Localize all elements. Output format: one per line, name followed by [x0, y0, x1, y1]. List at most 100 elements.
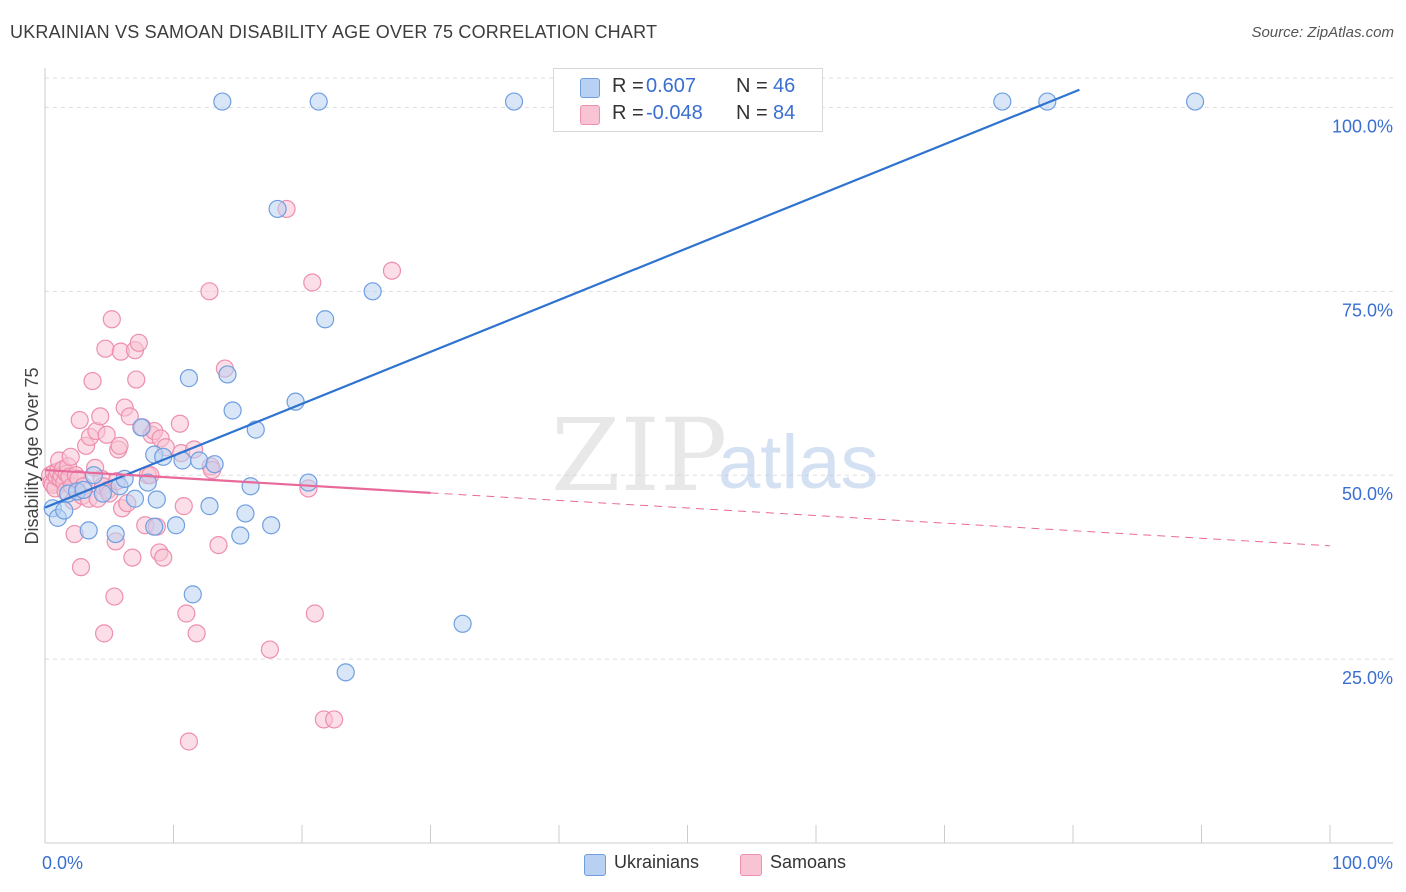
samoans-point [120, 407, 139, 426]
ukrainians-point [246, 420, 265, 439]
y-tick-label: 25.0% [1342, 668, 1393, 688]
legend-n-label: N = [736, 75, 768, 97]
ukrainians-point [993, 92, 1012, 111]
samoans-point [127, 370, 146, 389]
ukrainians-point [145, 517, 164, 536]
ukrainians-point [84, 466, 103, 485]
ukrainians-point [504, 92, 524, 111]
samoans-point [95, 624, 114, 643]
y-tick-label: 75.0% [1342, 300, 1393, 320]
ukrainians-point [316, 310, 335, 329]
ukrainians-point [125, 489, 145, 508]
ukrainians-point [241, 477, 260, 496]
legend-row-ukrainians: R = 0.607 N = 46 [554, 73, 822, 101]
samoans-point [303, 273, 322, 292]
samoans-swatch [740, 854, 762, 876]
trend-lines [44, 88, 1331, 547]
ukrainians-point [299, 473, 318, 492]
ukrainians-swatch [580, 78, 600, 98]
x-tick-label: 0.0% [42, 853, 83, 873]
ukrainians-point [223, 401, 242, 420]
ukrainians-point [1038, 92, 1057, 111]
samoans-point [91, 407, 110, 426]
watermark-zip: ZIP [551, 397, 727, 514]
series-name: Samoans [770, 852, 847, 872]
y-tick-label: 100.0% [1332, 116, 1393, 136]
samoans-point [260, 640, 279, 659]
ukrainians-point [147, 490, 166, 509]
ukrainians-point [309, 92, 328, 111]
samoans-point [179, 732, 199, 751]
ukrainians-swatch [584, 854, 606, 876]
ukrainians-point [166, 516, 186, 535]
samoans-point [305, 604, 324, 623]
samoans-point [123, 548, 142, 567]
legend-n-label: N = [736, 102, 768, 124]
ukrainians-point [106, 524, 125, 544]
ukrainians-point [262, 516, 281, 535]
ukrainians-trend-line [44, 88, 1080, 509]
samoans-point [110, 436, 129, 455]
samoans-swatch [580, 105, 600, 125]
samoans-point [61, 447, 80, 466]
samoans-point [83, 371, 102, 391]
ukrainians-point [363, 282, 382, 301]
y-tick-label: 50.0% [1342, 484, 1393, 504]
watermark: ZIP atlas [551, 397, 879, 514]
ukrainians-point [336, 663, 355, 682]
legend-n-value: 46 [773, 75, 796, 97]
series-name: Ukrainians [614, 852, 700, 872]
samoans-point [96, 339, 115, 358]
watermark-atlas: atlas [718, 420, 879, 505]
ukrainians-point [453, 614, 472, 633]
samoans-point [177, 604, 196, 623]
samoans-point [325, 710, 344, 729]
samoans-point [71, 558, 91, 577]
samoans-point [102, 310, 121, 329]
samoans-point [97, 425, 116, 444]
x-tick-label: 100.0% [1332, 853, 1393, 873]
grid [45, 77, 1393, 660]
samoans-point [174, 497, 193, 516]
correlation-legend: R = 0.607 N = 46 R = -0.048 N = 84 [553, 68, 823, 132]
ukrainians-point [213, 92, 232, 111]
samoans-point [154, 548, 173, 567]
legend-n-value: 84 [773, 102, 796, 124]
samoans-point [105, 587, 124, 606]
samoans-point [187, 624, 206, 643]
samoans-point [382, 261, 402, 280]
samoans-point [70, 410, 89, 430]
samoans-point [209, 535, 228, 555]
samoans-point [129, 333, 148, 352]
y-axis-label: Disability Age Over 75 [22, 367, 42, 544]
ukrainians-point [55, 501, 74, 520]
legend-r-label: R = [612, 75, 644, 97]
samoans-trend-line [44, 468, 431, 494]
legend-r-value: -0.048 [646, 102, 703, 124]
ukrainians-point [218, 365, 237, 384]
legend-r-label: R = [612, 102, 644, 124]
ukrainians-point [286, 392, 305, 411]
chart-title: UKRAINIAN VS SAMOAN DISABILITY AGE OVER … [10, 22, 658, 42]
ukrainians-point [183, 585, 202, 604]
ukrainians-point [268, 199, 287, 219]
samoans-point [200, 282, 219, 301]
source-credit: Source: ZipAtlas.com [1251, 24, 1394, 41]
legend-row-samoans: R = -0.048 N = 84 [554, 100, 822, 128]
samoans-point [170, 414, 190, 433]
ukrainians-point [205, 455, 224, 474]
legend-r-value: 0.607 [646, 75, 697, 97]
samoans-trend-extension [430, 492, 1331, 547]
ukrainians-point [1185, 92, 1205, 111]
ukrainians-point [138, 473, 157, 492]
ukrainians-point [132, 418, 151, 437]
ukrainians-point [179, 369, 199, 388]
axes: 25.0% 50.0% 75.0% 100.0% 0.0% 100.0% [42, 68, 1393, 873]
ukrainians-point [231, 526, 250, 545]
ukrainians-points [43, 92, 1205, 682]
ukrainians-point [190, 451, 209, 470]
ukrainians-point [236, 504, 255, 523]
ukrainians-point [79, 521, 98, 540]
ukrainians-point [200, 497, 219, 516]
